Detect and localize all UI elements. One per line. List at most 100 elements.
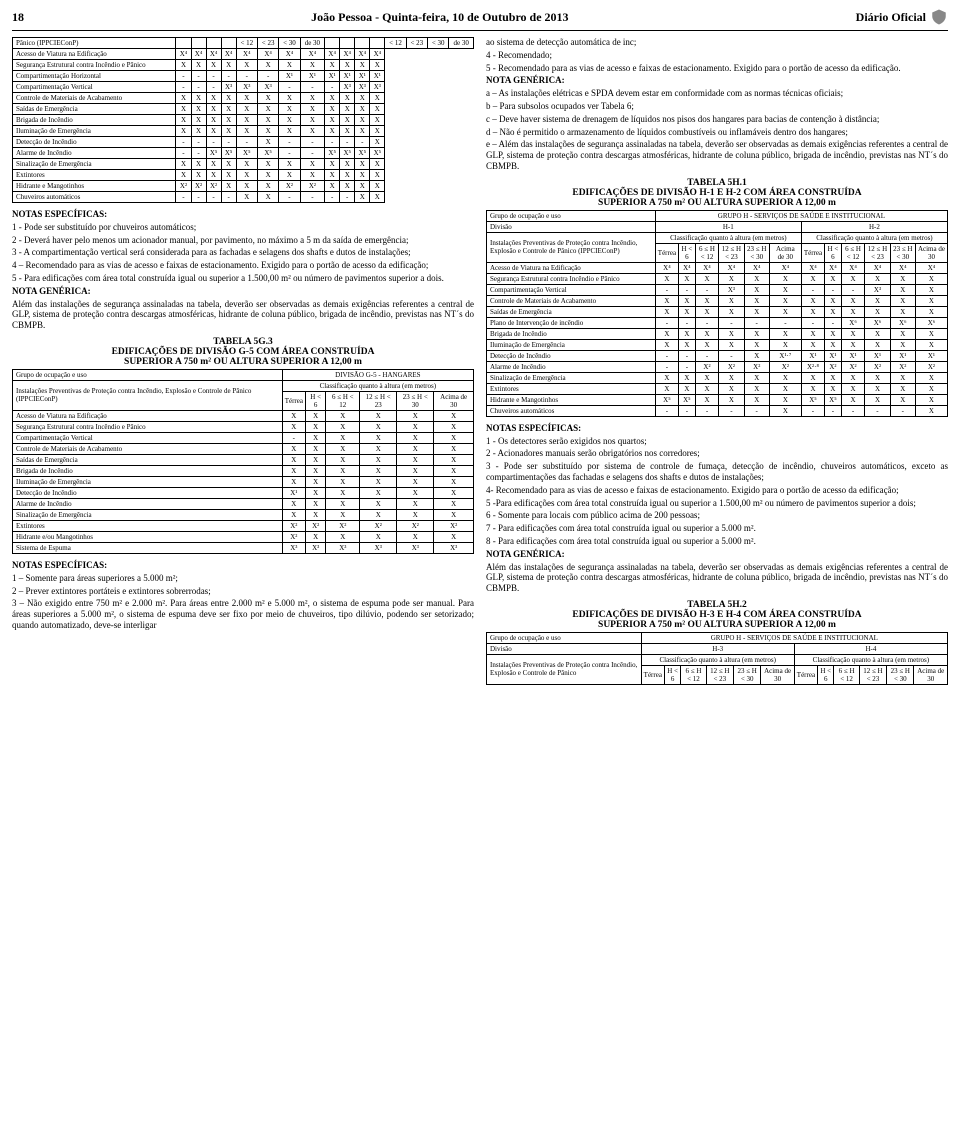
table-row-label: Detecção de Incêndio	[13, 137, 176, 148]
table-cell: X³	[236, 82, 257, 93]
table-cell: -	[221, 137, 236, 148]
table-cell: X	[915, 405, 947, 416]
table-cell: -	[176, 137, 191, 148]
table-cell: -	[176, 82, 191, 93]
table-cell: -	[719, 405, 744, 416]
table-cell: X⁴	[915, 262, 947, 273]
table-cell: X⁵	[236, 148, 257, 159]
table-row-label: Alarme de Incêndio	[487, 361, 656, 372]
table-cell: -	[300, 148, 325, 159]
table-cell: X	[326, 498, 360, 509]
table-cell: X	[176, 104, 191, 115]
col-header: 23 ≤ H < 30	[887, 665, 914, 684]
table-cell: X	[679, 339, 696, 350]
table-cell: -	[221, 71, 236, 82]
table-cell: X	[370, 115, 385, 126]
table-cell: X	[355, 159, 370, 170]
table-cell: X	[370, 60, 385, 71]
right-top-notes: ao sistema de detecção automática de inc…	[486, 37, 948, 172]
table-cell: -	[679, 350, 696, 361]
table-cell: X⁵	[206, 148, 221, 159]
notes2-title: NOTAS ESPECÍFICAS:	[12, 560, 474, 571]
table-cell: X²	[890, 361, 915, 372]
table-row-label: Iluminação de Emergência	[13, 126, 176, 137]
table-cell: X	[769, 372, 801, 383]
table-cell: X	[679, 306, 696, 317]
table-cell: X	[176, 126, 191, 137]
table-cell: X¹	[370, 71, 385, 82]
table-cell: X⁴	[841, 262, 865, 273]
table-cell: -	[206, 137, 221, 148]
table-cell: -	[841, 284, 865, 295]
table-cell: X	[300, 170, 325, 181]
table5h1-title: TABELA 5H.1 EDIFICAÇÕES DE DIVISÃO H-1 E…	[486, 178, 948, 208]
table-cell: X	[325, 104, 340, 115]
table5h2: Grupo de ocupação e uso GRUPO H - SERVIÇ…	[486, 632, 948, 685]
notes-3: NOTAS ESPECÍFICAS: 1 - Os detectores ser…	[486, 423, 948, 594]
table-cell: -	[300, 192, 325, 203]
table-cell: X⁴	[679, 262, 696, 273]
table-cell: -	[655, 350, 678, 361]
table-cell: X	[744, 339, 769, 350]
table-row-label: Saídas de Emergência	[13, 104, 176, 115]
col-header: Acima de 30	[769, 243, 801, 262]
table-cell: X³	[340, 82, 355, 93]
table5h2-title: TABELA 5H.2 EDIFICAÇÕES DE DIVISÃO H-3 E…	[486, 600, 948, 630]
table-cell: X²	[744, 361, 769, 372]
table-cell: X³	[719, 284, 744, 295]
table-cell: X	[279, 115, 300, 126]
table-cell: X	[915, 383, 947, 394]
table-cell: -	[695, 350, 719, 361]
table-cell: X⁴	[355, 49, 370, 60]
table-cell: X	[326, 432, 360, 443]
table-row-label: Compartimentação Vertical	[13, 82, 176, 93]
left-column: Pânico (IPPCIEConP)< 12< 23< 30de 30< 12…	[12, 37, 474, 691]
table-cell: -	[719, 350, 744, 361]
table-cell: X	[890, 394, 915, 405]
table-cell: X	[370, 104, 385, 115]
table-cell: X⁵	[325, 148, 340, 159]
table-cell: X	[801, 339, 824, 350]
table-cell: X	[326, 531, 360, 542]
table-cell: X	[370, 137, 385, 148]
table-cell: -	[282, 432, 305, 443]
table-cell: -	[655, 405, 678, 416]
table-cell: X⁴	[206, 49, 221, 60]
table-cell: -	[300, 82, 325, 93]
col-header: Acima de 30	[434, 391, 474, 410]
table-cell: X	[221, 126, 236, 137]
table-cell: X²	[176, 181, 191, 192]
table-cell: X	[841, 306, 865, 317]
note-line: d – Não é permitido o armazenamento de l…	[486, 127, 948, 138]
table-cell: X⁴	[769, 262, 801, 273]
table-cell: X	[825, 383, 842, 394]
table-cell: X	[744, 295, 769, 306]
table-cell: X	[825, 339, 842, 350]
table-cell: X	[360, 476, 397, 487]
table5h1: Grupo de ocupação e uso GRUPO H - SERVIÇ…	[486, 210, 948, 417]
table-cell: X	[221, 104, 236, 115]
table-cell: X	[325, 170, 340, 181]
table-cell: X	[655, 273, 678, 284]
table-cell: X	[305, 531, 325, 542]
table-row-label: Hidrante e Mangotinhos	[13, 181, 176, 192]
table-cell: X	[355, 115, 370, 126]
table-cell: X	[325, 159, 340, 170]
table-cell: X	[769, 405, 801, 416]
note-line: 1 – Somente para áreas superiores a 5.00…	[12, 573, 474, 584]
col-header: 12 ≤ H < 23	[859, 665, 886, 684]
table-cell: -	[679, 361, 696, 372]
table-cell: X³	[865, 284, 890, 295]
table-cell: X	[397, 498, 434, 509]
table-cell: -	[236, 71, 257, 82]
table-cell: X	[825, 295, 842, 306]
table-cell: -	[801, 317, 824, 328]
table-cell: < 23	[406, 38, 427, 49]
table-cell: X⁴	[279, 49, 300, 60]
table-cell: X	[340, 93, 355, 104]
table-cell: X¹	[300, 71, 325, 82]
table-cell: X	[434, 465, 474, 476]
table-cell: X	[305, 465, 325, 476]
table-cell: X	[434, 421, 474, 432]
table-row-label: Sinalização de Emergência	[13, 509, 283, 520]
